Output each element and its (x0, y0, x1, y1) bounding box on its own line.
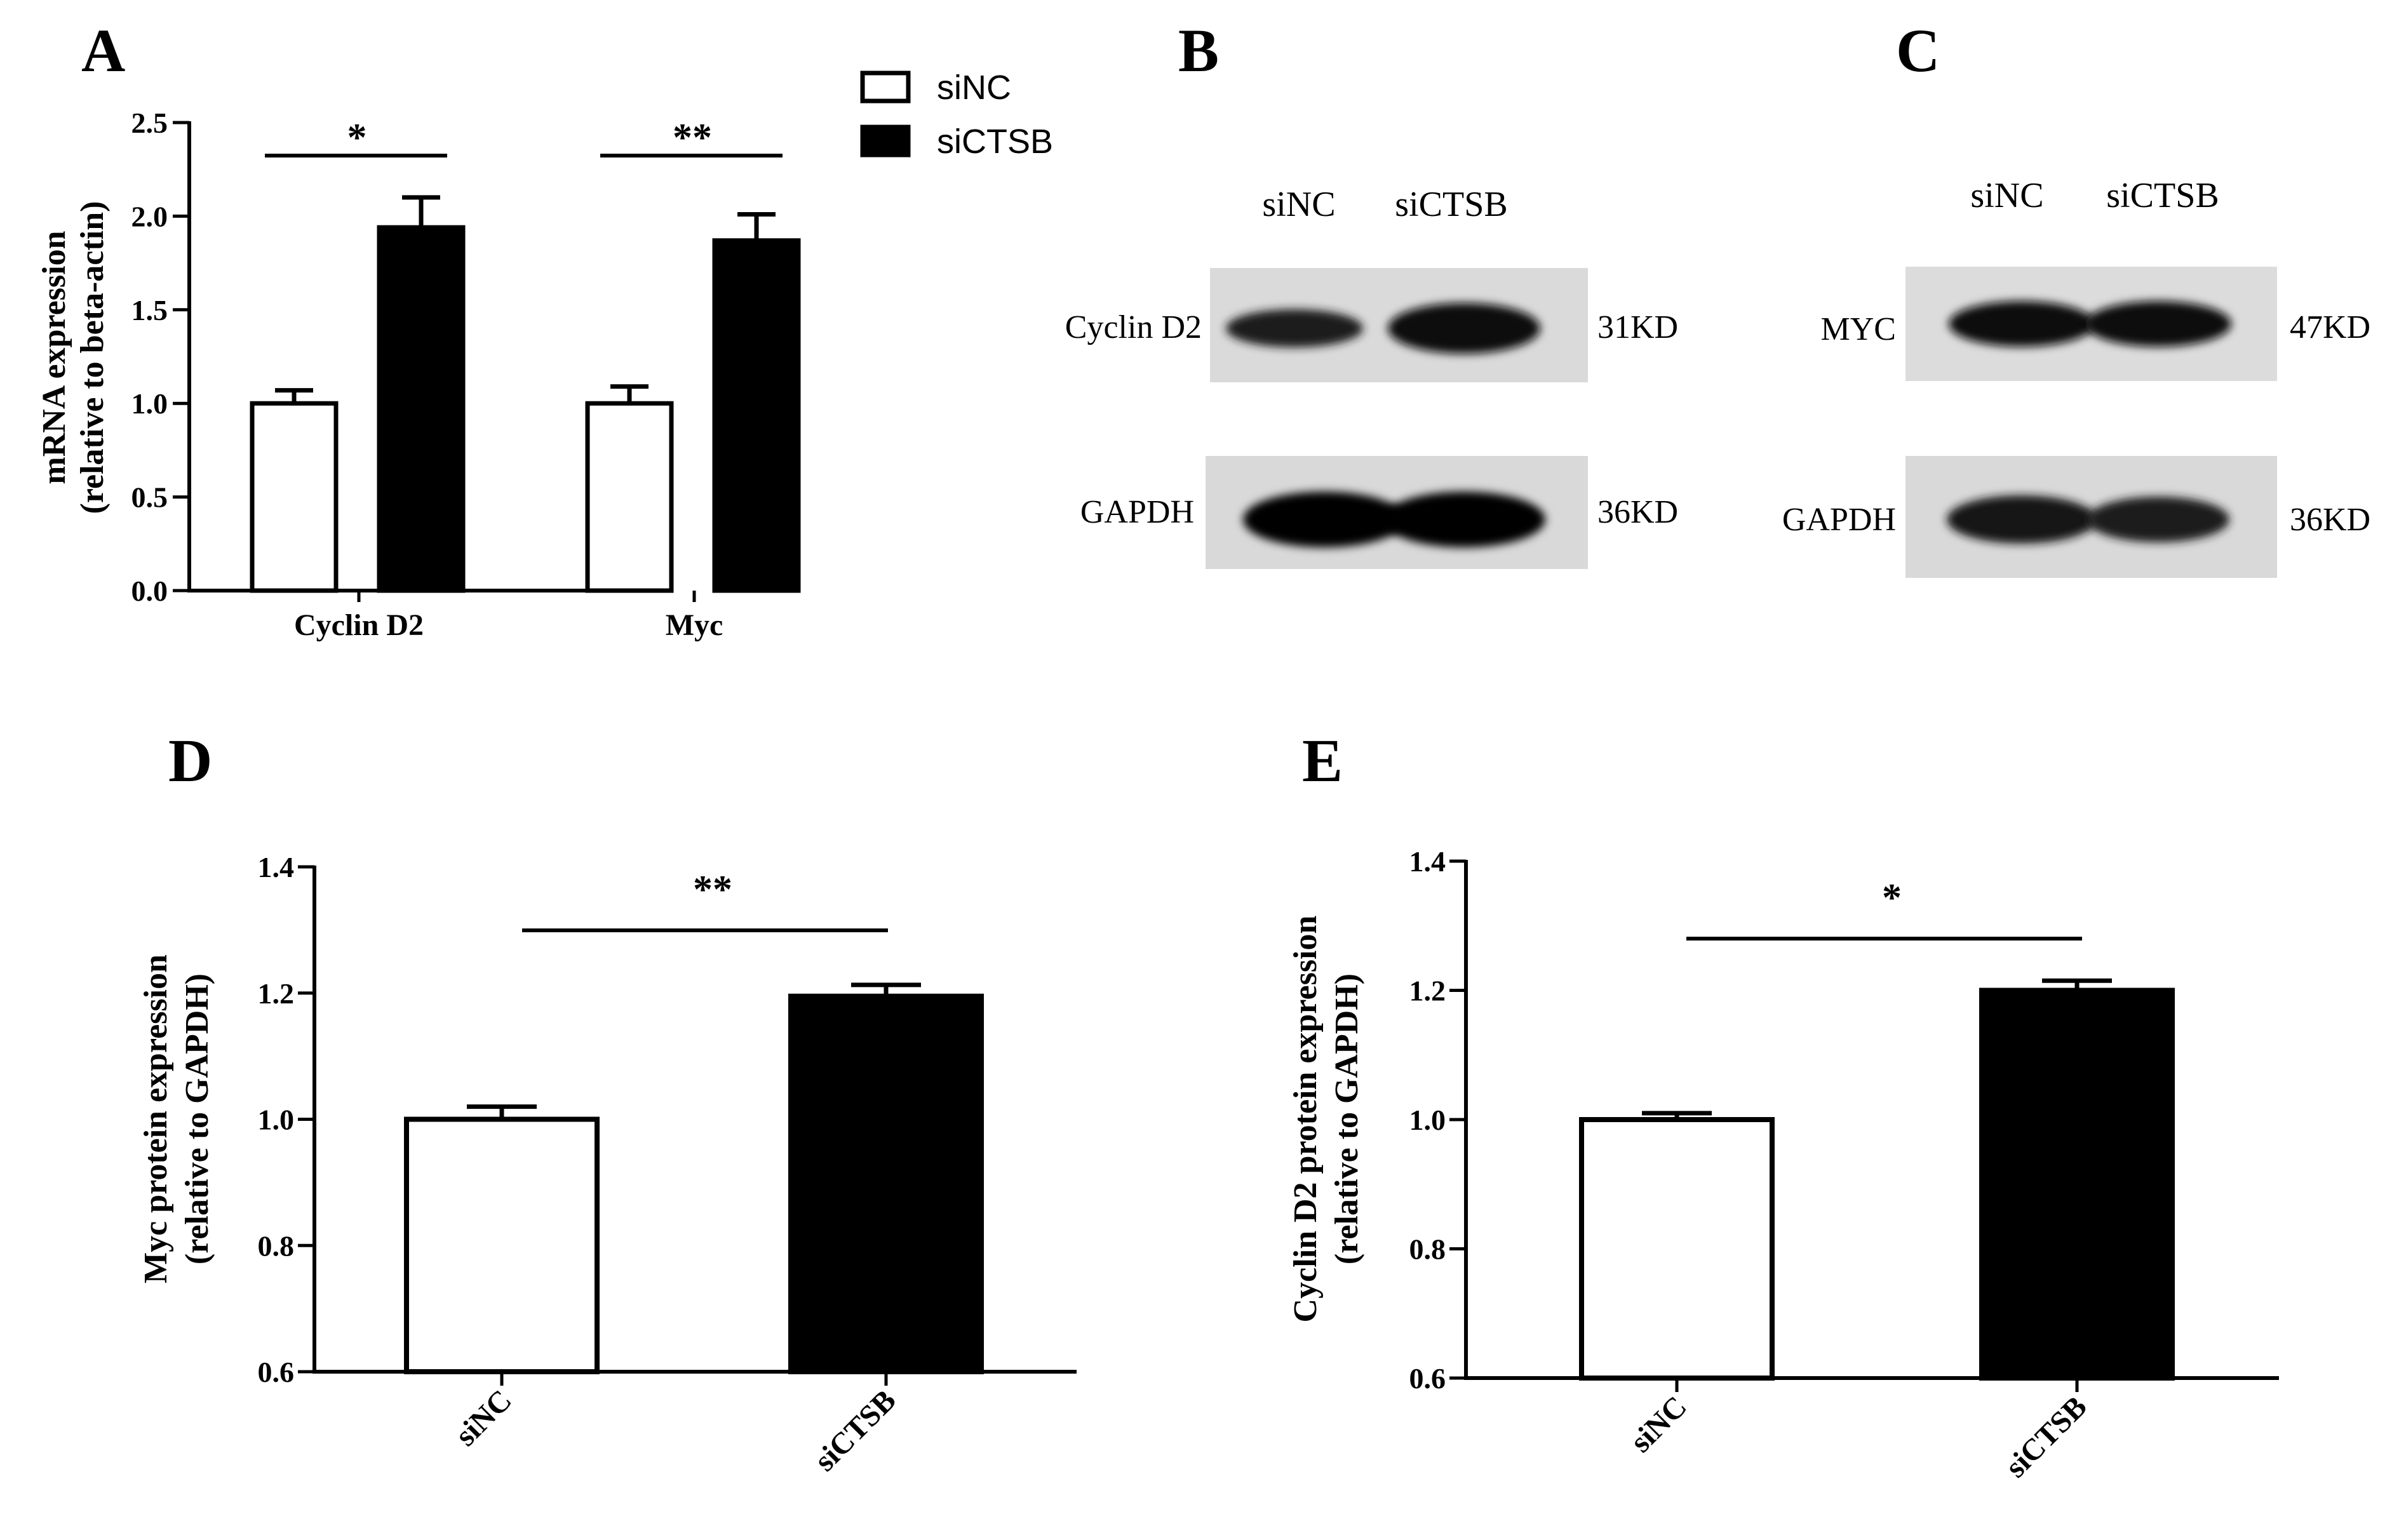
chart-a-ylabel-line2: (relative to beta-actin) (74, 201, 111, 514)
y-tick-label: 1.0 (131, 387, 168, 420)
y-tick-label: 1.5 (131, 294, 168, 326)
legend-swatch-sinc (860, 70, 911, 104)
legend-swatch-sictsb (860, 124, 911, 157)
blot-c-size-label: 36KD (2290, 502, 2370, 538)
blot-c-size-label: 47KD (2290, 309, 2370, 345)
y-tick-label: 0.8 (258, 1229, 295, 1262)
significance-marker: * (1882, 876, 1902, 920)
chart-e-ylabel-line1: Cyclin D2 protein expression (1287, 915, 1324, 1322)
blot-c-lane-label: siNC (1970, 176, 2043, 215)
panel-a: A mRNA expression (relative to beta-acti… (36, 17, 1053, 642)
y-tick-label: 0.8 (1409, 1233, 1446, 1266)
panel-letter-d: D (168, 726, 212, 794)
bar-sinc (585, 401, 674, 593)
legend: siNC siCTSB (860, 69, 1053, 161)
blot-b-lane-label: siCTSB (1395, 185, 1507, 224)
blot-band (2085, 301, 2231, 347)
y-tick-label: 1.2 (258, 977, 295, 1010)
x-tick-label: siNC (1624, 1389, 1693, 1459)
y-tick-label: 1.2 (1409, 975, 1446, 1007)
blot-b-size-label: 31KD (1597, 309, 1678, 345)
chart-d-ylabel-line2: (relative to GAPDH) (179, 974, 215, 1264)
y-tick-label: 0.6 (1409, 1362, 1446, 1395)
blot-band (1388, 303, 1540, 354)
y-tick-label: 2.0 (131, 200, 168, 232)
blot-c-protein-label: MYC (1821, 311, 1896, 347)
chart-a: mRNA expression (relative to beta-actin)… (36, 107, 801, 642)
panel-letter-e: E (1302, 726, 1343, 794)
x-tick-label: siCTSB (808, 1383, 903, 1478)
x-tick-label: Myc (666, 608, 723, 642)
bar-sinc (404, 1116, 600, 1374)
blot-c-protein-label: GAPDH (1782, 502, 1896, 538)
chart-d: Myc protein expression (relative to GAPD… (138, 851, 1077, 1478)
blot-b-size-label: 36KD (1597, 494, 1678, 530)
blot-c-lane-label: siCTSB (2106, 176, 2219, 215)
bar-sictsb (1979, 988, 2175, 1381)
chart-a-ylabel-line1: mRNA expression (36, 231, 72, 484)
y-tick-label: 1.4 (1409, 845, 1446, 878)
panel-letter-a: A (81, 17, 125, 84)
panel-letter-c: C (1896, 17, 1940, 84)
blot-band (1947, 495, 2097, 544)
bar-sinc (1579, 1117, 1775, 1381)
chart-d-ylabel-line1: Myc protein expression (138, 954, 174, 1283)
significance-marker: * (347, 116, 367, 159)
bar-sictsb (788, 993, 984, 1374)
y-tick-label: 1.4 (258, 851, 295, 883)
panel-letter-b: B (1178, 17, 1219, 84)
panel-b: B siNC siCTSB Cyclin D2 31KD GAPDH 36KD (1065, 17, 1678, 569)
blot-band (1383, 492, 1545, 547)
blot-b-protein-label: GAPDH (1080, 494, 1194, 530)
blot-band (2087, 497, 2229, 542)
panel-d: D Myc protein expression (relative to GA… (138, 726, 1077, 1478)
y-tick-label: 1.0 (258, 1104, 295, 1136)
blot-band (1243, 492, 1406, 547)
y-tick-label: 0.6 (258, 1356, 295, 1388)
panel-c: C siNC siCTSB MYC 47KD GAPDH 36KD (1782, 17, 2370, 578)
bar-sictsb (377, 225, 466, 593)
panel-e: E Cyclin D2 protein expression (relative… (1287, 726, 2279, 1484)
significance-marker: ** (673, 116, 712, 159)
blot-band (1226, 309, 1363, 347)
y-tick-label: 2.5 (131, 107, 168, 139)
x-tick-label: Cyclin D2 (294, 608, 424, 642)
y-tick-label: 1.0 (1409, 1104, 1446, 1136)
legend-label-sictsb: siCTSB (937, 123, 1053, 161)
bar-sinc (250, 401, 339, 593)
chart-e-ylabel-line2: (relative to GAPDH) (1329, 974, 1365, 1264)
blot-band (1949, 301, 2095, 347)
y-tick-label: 0.5 (131, 481, 168, 514)
y-tick-label: 0.0 (131, 575, 168, 607)
blot-b-protein-label: Cyclin D2 (1065, 309, 1202, 345)
blot-b-lane-label: siNC (1262, 185, 1335, 224)
bar-sictsb (712, 238, 801, 593)
chart-e: Cyclin D2 protein expression (relative t… (1287, 845, 2279, 1484)
legend-label-sinc: siNC (937, 69, 1011, 107)
x-tick-label: siNC (449, 1383, 518, 1452)
significance-marker: ** (693, 868, 732, 911)
x-tick-label: siCTSB (1999, 1389, 2093, 1484)
